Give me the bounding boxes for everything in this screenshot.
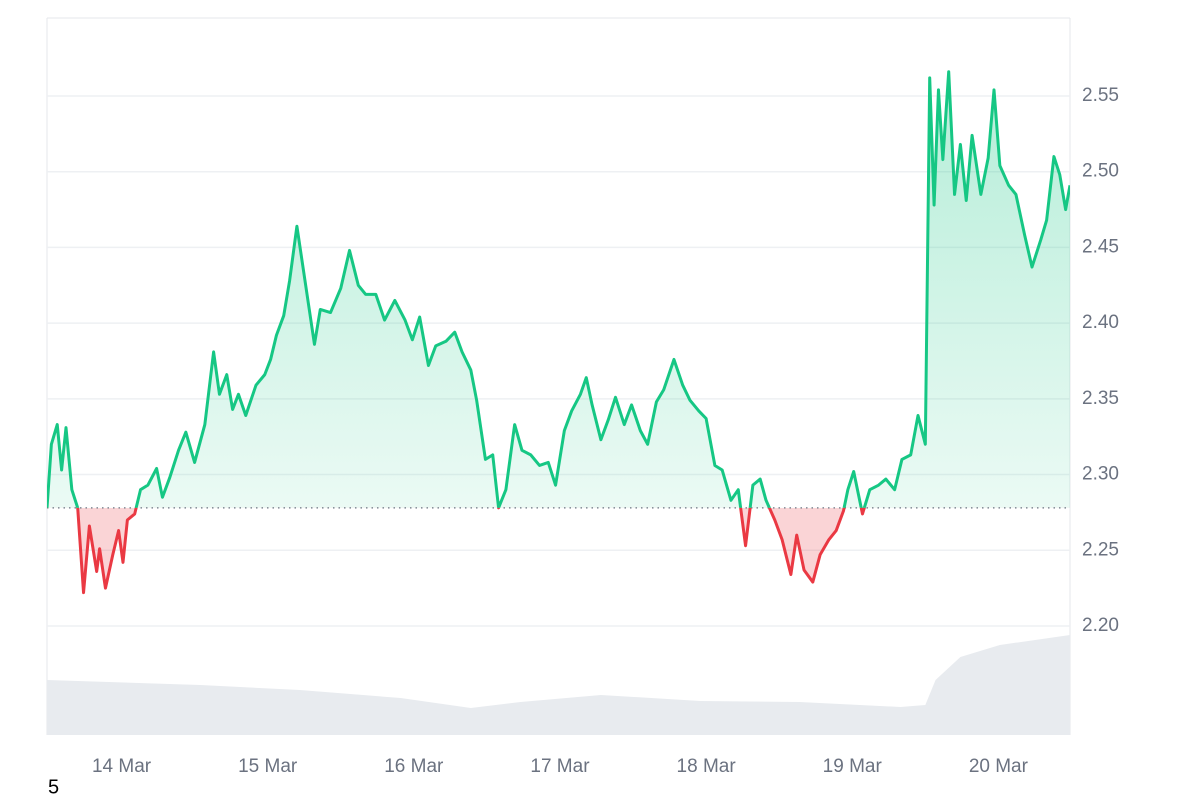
volume-area (47, 635, 1070, 735)
x-tick-label: 19 Mar (823, 756, 883, 777)
up-area (47, 71, 1070, 508)
x-tick-label: 16 Mar (384, 756, 444, 777)
footnote: 5 (48, 776, 59, 798)
x-tick-label: 14 Mar (92, 756, 152, 777)
y-tick-label: 2.35 (1082, 388, 1119, 409)
x-tick-label: 18 Mar (677, 756, 737, 777)
y-tick-label: 2.45 (1082, 236, 1119, 257)
x-tick-label: 20 Mar (969, 756, 1029, 777)
y-tick-label: 2.25 (1082, 539, 1119, 560)
y-tick-label: 2.30 (1082, 464, 1119, 485)
price-line-down (47, 507, 866, 595)
y-tick-label: 2.50 (1082, 161, 1119, 182)
price-line-up (47, 70, 1070, 508)
x-tick-label: 17 Mar (530, 756, 590, 777)
y-tick-label: 2.40 (1082, 312, 1119, 333)
y-tick-label: 2.20 (1082, 615, 1119, 636)
down-area (47, 507, 1070, 593)
x-tick-label: 15 Mar (238, 756, 298, 777)
y-tick-label: 2.55 (1082, 85, 1119, 106)
